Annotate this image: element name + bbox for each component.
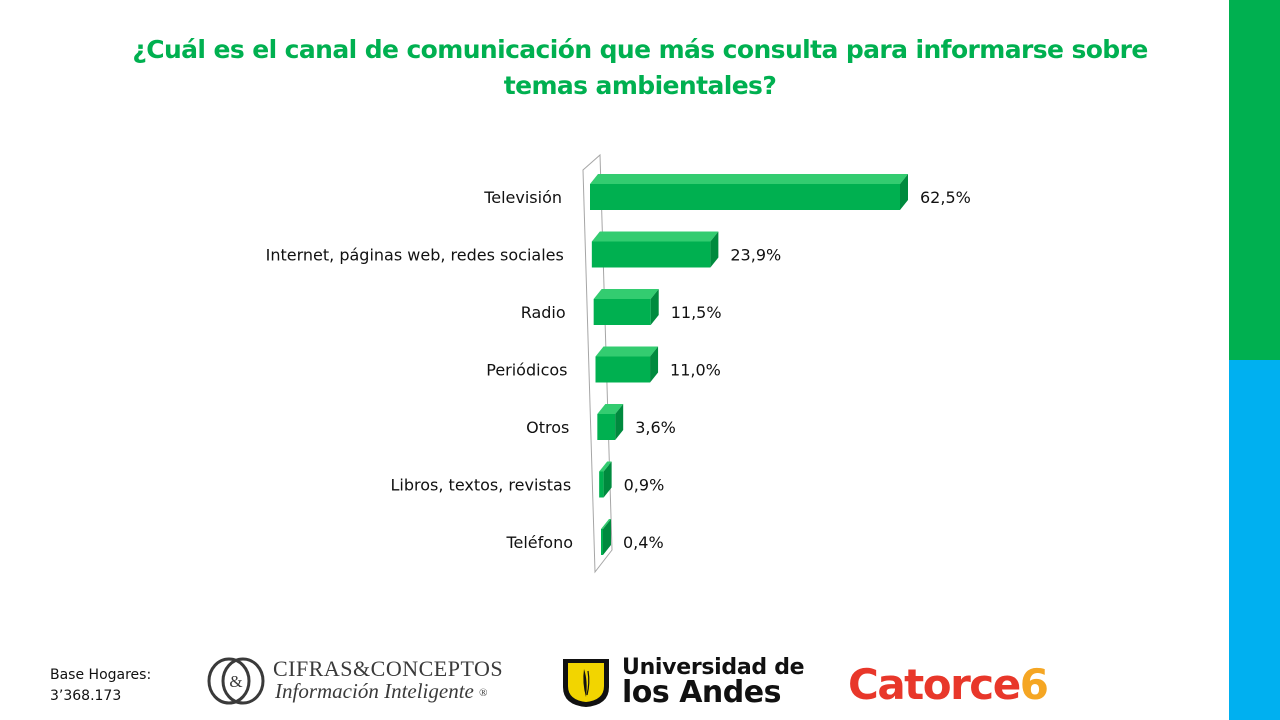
bar-top-face (593, 289, 659, 299)
bar-side-face (650, 346, 659, 383)
category-label: Teléfono (505, 533, 573, 552)
catorce6-word: Catorce (848, 660, 1021, 709)
bar-front-face (590, 184, 900, 210)
side-accent-green (1229, 0, 1280, 360)
value-label: 3,6% (635, 418, 676, 437)
category-label: Radio (521, 303, 566, 322)
bar-top-face (590, 174, 908, 184)
category-label: Internet, páginas web, redes sociales (266, 246, 564, 265)
base-note-label: Base Hogares: (50, 667, 152, 683)
category-label: Televisión (483, 188, 562, 207)
bar-front-face (601, 529, 603, 555)
value-label: 23,9% (730, 246, 781, 265)
bar (599, 461, 612, 498)
bar-front-face (591, 241, 711, 268)
bar-side-face (615, 404, 624, 440)
cifras-conceptos-emblem: & (207, 657, 265, 705)
bar-chart: Televisión 62,5% Internet, páginas web, re… (266, 153, 971, 574)
cifras-conceptos-name: CIFRAS&CONCEPTOS (273, 656, 504, 681)
value-label: 0,4% (623, 533, 664, 552)
bar-top-face (599, 461, 612, 472)
chart-back-wall (582, 153, 613, 574)
category-label: Otros (526, 418, 569, 437)
bar-side-face (650, 289, 659, 325)
bar-top-face (595, 346, 659, 357)
base-note-value: 3’368.173 (50, 688, 122, 704)
uniandes-line2: los Andes (622, 675, 781, 710)
side-accent-blue (1229, 360, 1280, 720)
uniandes-shield-icon (563, 659, 609, 707)
catorce6-number: 6 (1019, 660, 1049, 709)
bar-side-face (603, 461, 612, 498)
category-label: Libros, textos, revistas (391, 476, 572, 495)
bar-side-face (710, 231, 719, 268)
svg-text:&: & (229, 672, 242, 691)
category-label: Periódicos (486, 361, 567, 380)
bar-front-face (597, 414, 616, 440)
bar-side-face (900, 174, 908, 210)
page-title: ¿Cuál es el canal de comunicación que má… (132, 35, 1148, 100)
uniandes-line1: Universidad de (622, 655, 805, 680)
bar (591, 231, 719, 268)
value-label: 0,9% (624, 476, 665, 495)
bar-front-face (595, 356, 651, 383)
value-label: 11,0% (670, 361, 721, 380)
bar (590, 174, 908, 210)
base-note: Base Hogares: 3’368.173 (50, 665, 200, 707)
bar (597, 404, 624, 440)
bar-top-face (601, 519, 611, 529)
bar-top-face (597, 404, 624, 414)
value-label: 62,5% (920, 188, 971, 207)
bar-top-face (591, 231, 719, 242)
bar (595, 346, 659, 383)
bar-front-face (593, 299, 651, 325)
bar (593, 289, 659, 325)
bar (601, 519, 611, 555)
cifras-conceptos-tagline: Información Inteligente ® (275, 679, 488, 703)
bar-front-face (599, 471, 604, 498)
catorce6-logo: Catorce6 (848, 657, 1049, 713)
uniandes-logo: Universidad de los Andes (560, 655, 820, 711)
cifras-conceptos-logo: & CIFRAS&CONCEPTOS Información Inteligen… (207, 655, 532, 707)
bar-side-face (603, 519, 611, 555)
value-label: 11,5% (671, 303, 722, 322)
